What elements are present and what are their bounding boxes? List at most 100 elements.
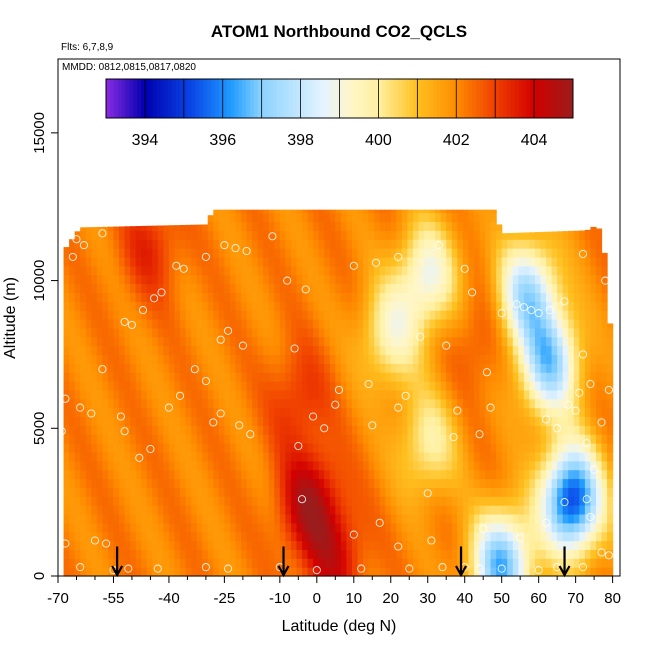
heatmap-cell [440,336,447,347]
heatmap-cell [573,389,580,400]
heatmap-cell [562,381,569,391]
heatmap-cell [529,381,536,391]
heatmap-cell [396,318,403,329]
heatmap-cell [590,416,597,426]
heatmap-cell [396,425,403,435]
heatmap-cell [224,209,231,214]
heatmap-cell [152,292,159,302]
heatmap-cell [462,522,470,533]
heatmap-cell [246,407,253,418]
heatmap-cell [152,256,159,267]
heatmap-cell [534,354,542,364]
heatmap-cell [385,434,392,444]
heatmap-cell [224,301,231,311]
heatmap-cell [457,345,464,356]
heatmap-cell [263,460,270,471]
heatmap-cell [329,531,336,542]
heatmap-cell [590,505,597,515]
heatmap-cell [113,292,120,302]
heatmap-cell [285,283,292,293]
heatmap-cell [146,239,153,249]
heatmap-cell [601,283,608,293]
heatmap-cell [107,531,115,542]
colorbar-segment [285,79,290,118]
heatmap-cell [85,363,92,373]
heatmap-cell [307,327,314,338]
heatmap-cell [229,425,237,435]
heatmap-cell [584,487,592,497]
heatmap-cell [407,274,414,285]
heatmap-cell [440,212,447,223]
heatmap-cell [324,327,331,338]
colorbar-segment [242,79,247,118]
heatmap-cell [96,531,103,542]
heatmap-cell [374,513,381,524]
heatmap-cell [446,265,453,276]
heatmap-cell [496,239,503,249]
heatmap-cell [540,318,547,329]
heatmap-cell [152,540,159,551]
colorbar-segment [452,79,457,118]
heatmap-cell [451,567,458,577]
heatmap-cell [96,327,103,338]
heatmap-cell [124,398,131,409]
heatmap-cell [435,292,442,302]
sample-point [312,566,321,575]
heatmap-cell [379,318,386,329]
heatmap-cell [69,372,76,382]
heatmap-cell [141,239,148,249]
heatmap-cell [562,558,569,568]
heatmap-cell [107,274,115,285]
heatmap-cell [241,398,248,409]
heatmap-cell [113,505,120,515]
heatmap-cell [396,230,403,240]
heatmap-cell [113,256,120,267]
heatmap-cell [102,407,109,418]
heatmap-cell [224,398,231,409]
heatmap-cell [241,221,248,231]
heatmap-cell [290,283,298,293]
heatmap-cell [507,425,514,435]
heatmap-cell [346,451,353,462]
heatmap-cell [584,549,592,559]
sample-point [553,424,562,433]
heatmap-cell [107,416,115,426]
heatmap-cell [396,256,403,267]
heatmap-cell [141,549,148,559]
heatmap-cell [285,398,292,409]
heatmap-cell [146,434,153,444]
heatmap-cell [534,549,542,559]
heatmap-cell [584,345,592,356]
heatmap-cell [473,416,481,426]
heatmap-cell [80,478,87,488]
heatmap-cell [562,231,569,240]
heatmap-cell [229,363,237,373]
heatmap-cell [246,522,253,533]
heatmap-cell [296,221,303,231]
heatmap-cell [263,283,270,293]
heatmap-cell [496,230,503,240]
heatmap-cell [568,407,575,418]
heatmap-cell [435,549,442,559]
heatmap-cell [207,416,214,426]
sample-point [497,564,506,573]
heatmap-cell [102,372,109,382]
heatmap-cell [329,451,336,462]
colorbar-segment [214,79,220,118]
heatmap-cell [202,327,209,338]
colorbar-segment [156,79,161,118]
heatmap-cell [446,327,453,338]
heatmap-cell [335,381,342,391]
heatmap-cell [290,372,298,382]
heatmap-cell [196,425,203,435]
heatmap-cell [490,265,497,276]
heatmap-cell [512,336,519,347]
heatmap-cell [274,460,281,471]
heatmap-cell [368,389,375,400]
heatmap-cell [235,310,242,320]
sample-point [453,406,462,415]
heatmap-cell [80,505,87,515]
heatmap-cell [268,460,275,471]
sample-point [209,418,218,427]
heatmap-cell [168,558,176,568]
